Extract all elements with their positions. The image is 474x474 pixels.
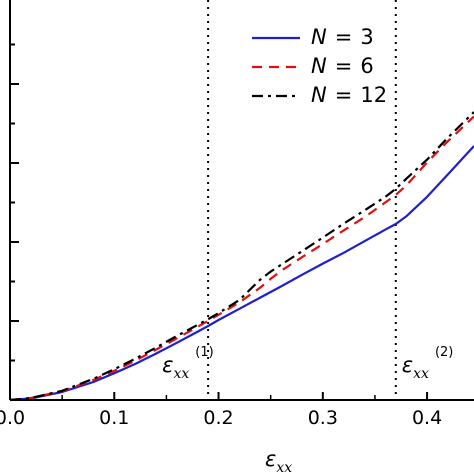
series-line-1 — [9, 115, 474, 402]
x-tick-label: 0.3 — [308, 407, 338, 429]
legend-value: 3 — [360, 25, 373, 49]
legend-variable: N — [311, 83, 327, 107]
series-lines — [9, 111, 474, 402]
x-axis-symbol: ε — [265, 447, 276, 471]
threshold-label-symbol: ε — [162, 353, 173, 377]
legend-variable: N — [311, 54, 327, 78]
legend: N = 3 N = 6 N = 12 — [252, 25, 387, 107]
x-tick-label: 0.4 — [412, 407, 442, 429]
legend-variable: N — [311, 25, 327, 49]
legend-equals: = — [335, 54, 353, 78]
x-ticks: 0.0 0.1 0.2 0.3 0.4 — [0, 392, 442, 429]
threshold-labels: εxx(1)εxx(2) — [162, 345, 453, 382]
threshold-label-superscript: (1) — [195, 345, 213, 360]
threshold-label-subscript: xx — [413, 366, 429, 382]
legend-entry: N = 3 — [311, 25, 374, 49]
legend-entry: N = 6 — [311, 54, 374, 78]
x-tick-label: 0.1 — [99, 407, 129, 429]
legend-entry: N = 12 — [311, 83, 387, 107]
x-tick-label: 0.2 — [203, 407, 233, 429]
x-tick-label: 0.0 — [0, 407, 25, 429]
svg-text:εxx: εxx — [265, 447, 292, 474]
threshold-label-symbol: ε — [402, 353, 413, 377]
axes — [9, 0, 474, 401]
legend-equals: = — [335, 25, 353, 49]
x-axis-subscript: xx — [276, 460, 292, 474]
y-ticks — [10, 43, 19, 362]
threshold-label-superscript: (2) — [435, 345, 453, 360]
legend-equals: = — [335, 83, 353, 107]
x-axis-label: εxx — [265, 447, 292, 474]
threshold-label: εxx (1) — [162, 345, 214, 382]
legend-value: 6 — [360, 54, 373, 78]
legend-value: 12 — [360, 83, 387, 107]
series-line-0 — [9, 145, 474, 402]
threshold-label-subscript: xx — [173, 366, 189, 382]
threshold-label: εxx (2) — [402, 345, 454, 382]
series-line-2 — [9, 111, 474, 402]
